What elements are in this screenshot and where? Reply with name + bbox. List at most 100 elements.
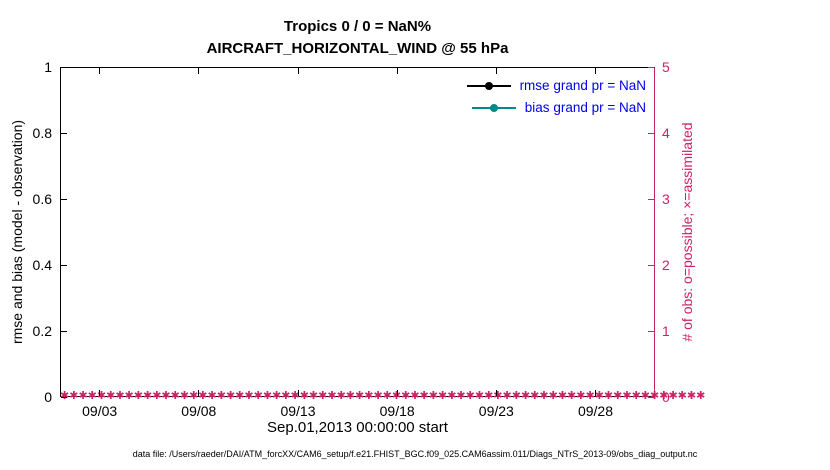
assimilated-marker-icon: ✱ [419,390,429,402]
assimilated-marker-icon: ✱ [170,390,180,402]
assimilated-marker-icon: ✱ [179,390,190,402]
assimilated-marker-icon: ✱ [262,390,273,402]
assimilated-markers-row: ✱ ✱ ✱ ✱ ✱ ✱ ✱ ✱ ✱ ✱ ✱ ✱ ✱ ✱ ✱ ✱ ✱ ✱ ✱ ✱ ✱ ✱ ✱ ✱ ✱ ✱ ✱ ✱ ✱ ✱ ✱ ✱ ✱ ✱ ✱ ✱ ✱ ✱ ✱ ✱… [60,389,705,404]
bias-marker-icon [489,103,498,112]
right-tick-label: 4 [662,125,670,141]
assimilated-marker-icon: ✱ [308,390,319,402]
bottom-tick-mark [396,390,398,396]
assimilated-marker-icon: ✱ [327,390,337,402]
assimilated-marker-icon: ✱ [225,390,236,402]
assimilated-marker-icon: ✱ [216,390,226,402]
assimilated-marker-icon: ✱ [189,390,199,402]
left-y-axis-label: rmse and bias (model - observation) [9,119,25,345]
top-tick-mark [595,68,596,74]
right-y-axis-label: # of obs: o=possible; ×=assimilated [679,122,695,342]
assimilated-marker-icon: ✱ [576,390,586,402]
x-tick-label: 09/08 [181,403,217,419]
top-tick-mark [495,68,497,74]
assimilated-marker-icon: ✱ [613,390,623,402]
assimilated-marker-icon: ✱ [235,390,245,402]
right-tick-mark [648,330,654,332]
assimilated-marker-icon: ✱ [318,390,328,402]
bias-line-sample-icon [471,103,516,112]
assimilated-marker-icon: ✱ [345,390,355,402]
assimilated-marker-icon: ✱ [456,390,466,402]
assimilated-marker-icon: ✱ [603,390,614,402]
plot-title-line2: AIRCRAFT_HORIZONTAL_WIND @ 55 hPa [206,40,509,57]
assimilated-marker-icon: ✱ [677,390,687,402]
assimilated-marker-icon: ✱ [530,390,540,402]
assimilated-marker-icon: ✱ [115,390,125,402]
x-tick-label: 09/18 [379,403,415,419]
right-tick-label: 3 [662,191,670,207]
data-file-path: data file: /Users/raeder/DAI/ATM_forcXX/… [132,449,698,459]
left-tick-label: 0.4 [32,257,52,273]
assimilated-marker-icon: ✱ [336,390,346,402]
left-tick-label: 0.2 [32,323,52,339]
assimilated-marker-icon: ✱ [355,390,365,402]
x-tick-label: 09/23 [478,403,514,419]
rmse-line-sample-icon [466,81,511,90]
assimilated-marker-icon: ✱ [447,390,457,402]
assimilated-marker-icon: ✱ [520,390,531,402]
bottom-tick-mark [495,390,497,396]
left-tick-mark [61,330,67,332]
left-tick-mark [61,132,67,134]
assimilated-marker-icon: ✱ [198,390,208,402]
assimilated-marker-icon: ✱ [207,390,217,402]
left-tick-label: 0.6 [32,191,52,207]
assimilated-marker-icon: ✱ [78,390,88,402]
left-tick-mark [61,198,67,200]
assimilated-marker-icon: ✱ [106,390,116,402]
assimilated-marker-icon: ✱ [585,390,595,402]
x-axis-label: Sep.01,2013 00:00:00 start [267,419,448,436]
plot-area: rmse grand pr = NaN bias grand pr = NaN … [60,67,705,402]
assimilated-marker-icon: ✱ [539,390,549,402]
legend: rmse grand pr = NaN bias grand pr = NaN [466,78,646,122]
legend-item-rmse: rmse grand pr = NaN [466,78,646,93]
assimilated-marker-icon: ✱ [493,390,503,402]
assimilated-marker-icon: ✱ [382,390,392,402]
right-tick-label: 0 [662,389,670,405]
plot-title-line1: Tropics 0 / 0 = NaN% [283,18,432,35]
right-tick-label: 5 [662,59,670,75]
left-tick-mark [61,396,67,398]
bottom-tick-mark [198,390,200,396]
bottom-tick-mark [297,390,299,396]
assimilated-marker-icon: ✱ [299,390,309,402]
assimilated-marker-icon: ✱ [502,390,512,402]
bottom-tick-mark [99,390,101,396]
assimilated-marker-icon: ✱ [87,390,97,402]
assimilated-marker-icon: ✱ [428,390,438,402]
assimilated-marker-icon: ✱ [594,390,604,402]
assimilated-marker-icon: ✱ [511,390,521,402]
assimilated-marker-icon: ✱ [410,390,420,402]
assimilated-marker-icon: ✱ [437,390,448,402]
right-tick-mark [648,264,654,266]
assimilated-marker-icon: ✱ [401,390,411,402]
assimilated-marker-icon: ✱ [548,390,558,402]
right-tick-mark [648,198,654,200]
top-tick-mark [396,68,398,74]
assimilated-marker-icon: ✱ [622,390,632,402]
assimilated-marker-icon: ✱ [474,390,485,402]
x-tick-label: 09/28 [577,403,614,419]
assimilated-marker-icon: ✱ [686,390,697,402]
right-tick-label: 1 [662,323,670,339]
assimilated-marker-icon: ✱ [557,390,568,402]
assimilated-marker-icon: ✱ [133,390,143,402]
right-tick-label: 2 [662,257,670,273]
assimilated-marker-icon: ✱ [567,390,577,402]
top-tick-mark [99,68,101,74]
left-tick-label: 0 [44,389,52,405]
left-tick-label: 1 [44,59,52,75]
assimilated-marker-icon: ✱ [364,390,374,402]
legend-item-bias: bias grand pr = NaN [467,100,646,115]
right-tick-mark [648,396,654,398]
left-tick-mark [61,264,67,266]
rmse-marker-icon [484,81,493,90]
legend-label-rmse: rmse grand pr = NaN [519,78,646,93]
left-tick-label: 0.8 [32,125,52,141]
right-tick-mark [648,132,654,134]
